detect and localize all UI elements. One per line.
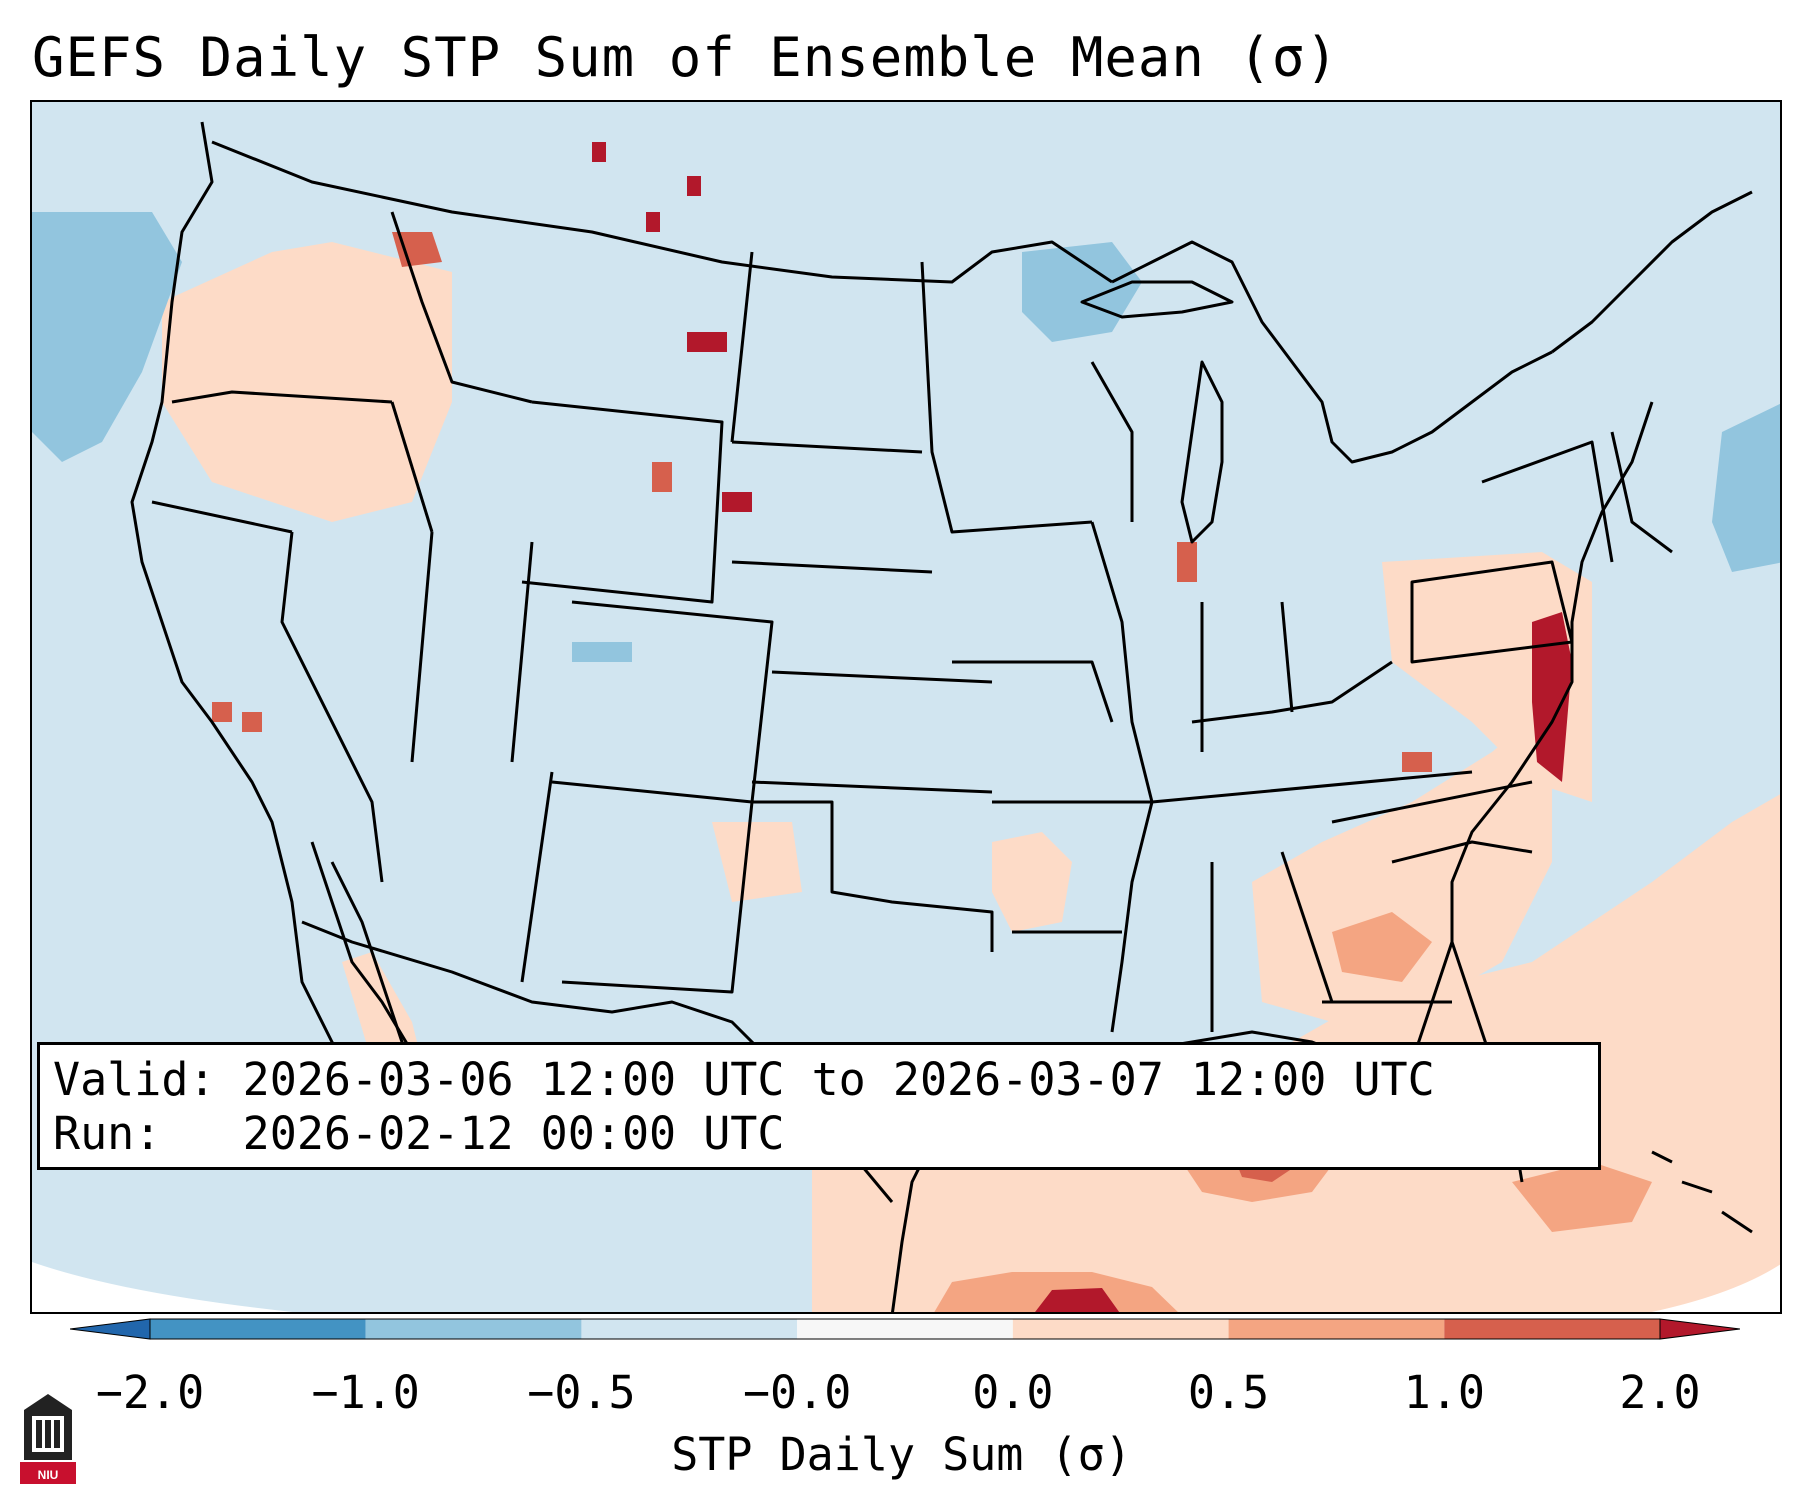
west-coast — [130, 121, 394, 1143]
colorbar-segment — [1012, 1319, 1229, 1339]
us-canada-border — [211, 140, 1113, 284]
shade-canada-2 — [687, 176, 701, 196]
state-id-east — [390, 401, 434, 533]
valid-line: Valid: 2026-03-06 12:00 UTC to 2026-03-0… — [53, 1053, 1435, 1106]
shade-ca-2 — [242, 712, 262, 732]
niu-logo-icon — [20, 1394, 76, 1484]
shade-southeast — [1252, 702, 1552, 1022]
colorbar-label: STP Daily Sum (σ) — [671, 1428, 1132, 1481]
state-tn-ky — [1151, 770, 1473, 804]
lake-superior — [1080, 280, 1234, 319]
state-co-border — [551, 600, 774, 804]
shade-wy-1 — [652, 462, 672, 492]
great-lakes — [1111, 240, 1553, 464]
shade-southeast-core — [1332, 912, 1432, 982]
state-mn-border — [920, 261, 1093, 534]
state-nv-ut — [410, 531, 434, 763]
colorbar-tick: −0.5 — [527, 1366, 636, 1419]
state-id-mt — [390, 211, 533, 404]
colorbar-tick: −0.0 — [742, 1366, 852, 1419]
shade-nw-core — [392, 232, 442, 267]
colorbar-tick: 0.5 — [1187, 1366, 1270, 1419]
shade-canada-3 — [646, 212, 660, 232]
projection-edge — [32, 1262, 293, 1312]
shade-gulf-south-max — [1035, 1288, 1120, 1312]
colorbar-tick: 2.0 — [1619, 1366, 1701, 1419]
canada-maritimes — [1551, 190, 1753, 354]
shade-atlantic-cool — [1712, 403, 1780, 572]
state-ne-ks — [771, 670, 993, 684]
bahamas — [1651, 1150, 1753, 1234]
state-in-oh — [1280, 601, 1294, 713]
state-new-england — [1610, 431, 1673, 554]
state-ia-mo — [952, 660, 1114, 723]
colorbar-extend-high — [1659, 1318, 1740, 1340]
shade-co-cool — [572, 642, 632, 662]
state-nc-sc — [1391, 840, 1533, 864]
state-wi-mi — [1090, 361, 1134, 522]
state-ky-oh — [1191, 660, 1393, 724]
state-nd-sd — [731, 440, 923, 454]
state-ks-ok — [751, 780, 993, 794]
colorbar-segment — [365, 1319, 582, 1339]
state-ut-co — [510, 541, 534, 763]
valid-run-box: Valid: 2026-03-06 12:00 UTC to 2026-03-0… — [37, 1042, 1601, 1170]
colorbar-tick: 1.0 — [1403, 1366, 1485, 1419]
map-title: GEFS Daily STP Sum of Ensemble Mean (σ) — [32, 26, 1339, 89]
colorbar-segment — [797, 1319, 1013, 1339]
shade-in-max — [1177, 542, 1197, 582]
state-ny-border — [1481, 440, 1614, 563]
state-sd-ne — [731, 560, 933, 574]
shade-mt-max — [687, 332, 727, 352]
shade-ca-1 — [212, 702, 232, 722]
lake-michigan — [1180, 360, 1224, 544]
shade-texas-panhandle — [712, 822, 802, 902]
colorbar-tick: 0.0 — [972, 1366, 1054, 1419]
colorbar — [70, 1318, 1740, 1340]
colorbar-segment — [1444, 1319, 1660, 1339]
shade-sc-max — [1402, 752, 1432, 772]
state-va-nc — [1331, 780, 1533, 824]
shade-bay-east — [1512, 1162, 1652, 1232]
shade-great-lakes-cool — [1022, 242, 1142, 342]
shade-ne-max — [722, 492, 752, 512]
colorbar-segment — [1228, 1319, 1445, 1339]
state-pa-box — [1410, 560, 1574, 664]
state-or-ca — [151, 500, 293, 534]
boundaries — [130, 121, 1753, 1312]
shade-canada-1 — [592, 142, 606, 162]
shade-northwest — [162, 242, 452, 522]
shade-arkansas — [992, 832, 1072, 932]
state-nm-tx — [561, 801, 754, 994]
colorbar-tick: −1.0 — [311, 1366, 420, 1419]
state-wa-or — [171, 390, 393, 404]
niu-logo-text: NIU — [37, 1468, 59, 1482]
colorbar-segments — [149, 1318, 1661, 1340]
state-mt-nd — [730, 251, 754, 443]
state-ok-tx — [752, 800, 994, 952]
shade-pacific-cool — [32, 212, 182, 462]
state-al-ga — [1280, 851, 1334, 1003]
colorbar-extend-low — [70, 1318, 151, 1340]
colorbar-tick: −2.0 — [95, 1366, 205, 1419]
colorbar-segment — [581, 1319, 798, 1339]
state-ca-nv — [280, 531, 384, 883]
state-az-nm — [520, 771, 554, 983]
state-wy-border — [521, 400, 724, 604]
projection-edge-right — [1651, 1264, 1780, 1312]
state-ms-river — [1090, 521, 1154, 1033]
run-line: Run: 2026-02-12 00:00 UTC — [53, 1107, 785, 1160]
colorbar-segment — [150, 1319, 366, 1339]
